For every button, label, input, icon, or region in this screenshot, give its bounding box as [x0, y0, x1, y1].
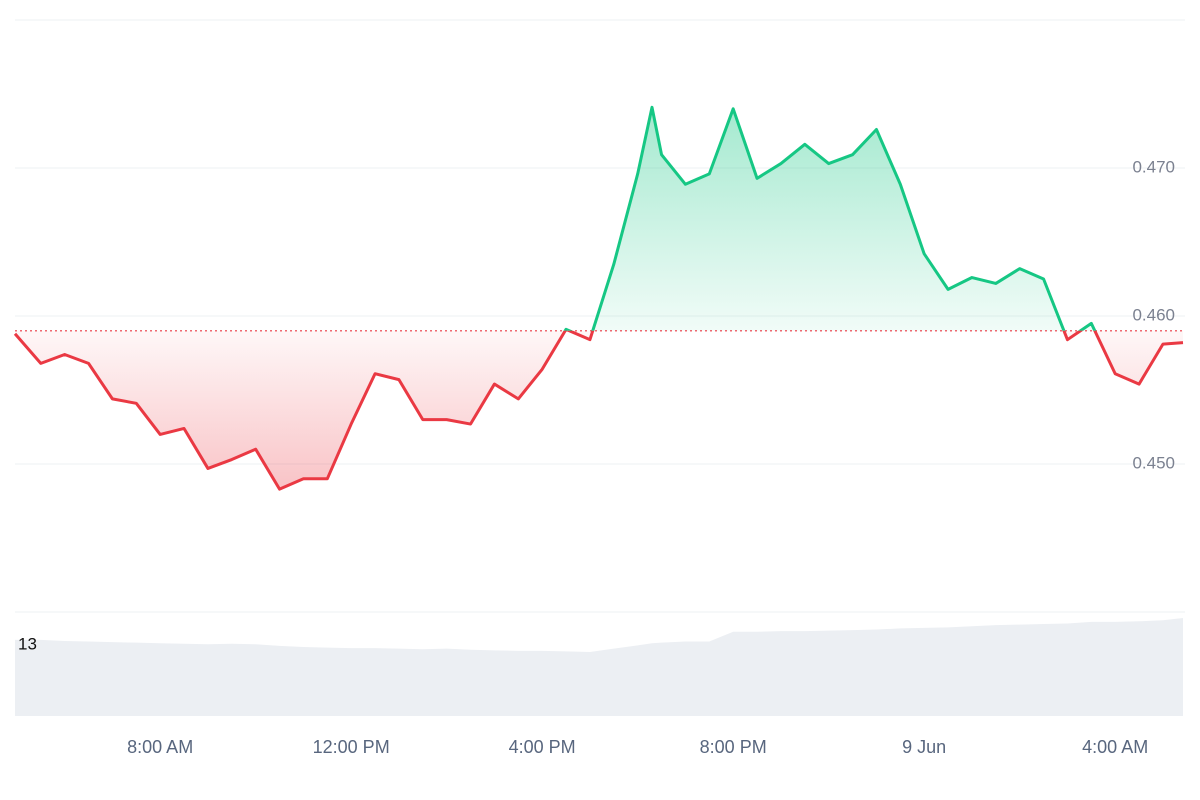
volume-area — [15, 618, 1183, 716]
x-tick-label: 9 Jun — [902, 737, 946, 757]
x-tick-label: 12:00 PM — [313, 737, 390, 757]
area-up — [565, 107, 1095, 331]
y-tick-label: 0.470 — [1132, 157, 1175, 176]
price-line-down — [13, 330, 1184, 491]
y-tick-label: 0.460 — [1132, 305, 1175, 324]
x-tick-label: 8:00 AM — [127, 737, 193, 757]
y2-tick-label: 13 — [18, 634, 37, 653]
y-tick-label: 0.450 — [1132, 453, 1175, 472]
x-tick-label: 4:00 AM — [1082, 737, 1148, 757]
area-down — [15, 330, 1183, 490]
price-line-up — [563, 105, 1097, 331]
x-tick-label: 8:00 PM — [700, 737, 767, 757]
x-tick-label: 4:00 PM — [509, 737, 576, 757]
